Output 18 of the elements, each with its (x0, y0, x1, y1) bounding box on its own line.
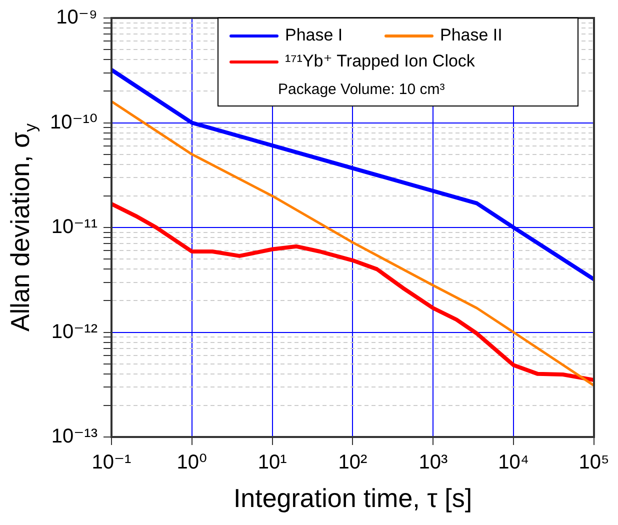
y-tick-label: 10⁻¹⁰ (50, 111, 98, 134)
y-tick-label: 10⁻¹² (51, 320, 98, 343)
y-tick-label: 10⁻⁹ (56, 6, 98, 29)
x-tick-label: 10² (338, 452, 368, 474)
x-tick-label: 10³ (418, 452, 448, 474)
legend-label: Phase I (285, 26, 343, 45)
legend-label: Phase II (440, 26, 502, 45)
x-tick-label: 10⁻¹ (92, 452, 132, 474)
x-tick-label: 10⁴ (498, 452, 529, 474)
y-tick-label: 10⁻¹¹ (51, 216, 98, 238)
x-axis-title: Integration time, τ [s] (233, 483, 472, 514)
y-tick-label: 10⁻¹³ (51, 426, 98, 448)
x-tick-label: 10⁰ (176, 452, 208, 474)
x-tick-label: 10¹ (258, 452, 288, 474)
y-axis-title: Allan deviation, σy (5, 122, 40, 332)
x-tick-label: 10⁵ (578, 452, 610, 474)
legend-label: ¹⁷¹Yb⁺ Trapped Ion Clock (285, 52, 476, 71)
annotation: Package Volume: 10 cm³ (278, 81, 445, 98)
